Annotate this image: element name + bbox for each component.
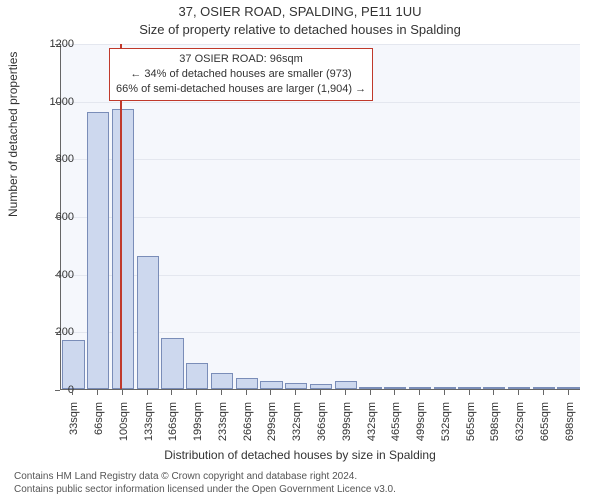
x-tick-mark	[221, 390, 222, 395]
footer-line-2: Contains public sector information licen…	[14, 484, 396, 497]
footer-attribution: Contains HM Land Registry data © Crown c…	[14, 471, 396, 496]
bar	[359, 387, 381, 389]
y-tick-label: 800	[34, 153, 74, 165]
x-tick-mark	[419, 390, 420, 395]
x-tick-label: 399sqm	[341, 402, 353, 450]
x-tick-label: 698sqm	[564, 402, 576, 450]
x-tick-label: 199sqm	[192, 402, 204, 450]
bar	[87, 112, 109, 389]
bar	[285, 383, 307, 389]
x-tick-mark	[370, 390, 371, 395]
bar	[62, 340, 84, 389]
bar	[557, 387, 579, 389]
bar	[236, 378, 258, 389]
page-title-address: 37, OSIER ROAD, SPALDING, PE11 1UU	[0, 4, 600, 19]
x-tick-mark	[97, 390, 98, 395]
page-subtitle: Size of property relative to detached ho…	[0, 22, 600, 37]
x-tick-mark	[270, 390, 271, 395]
x-tick-label: 266sqm	[242, 402, 254, 450]
annotation-line: 66% of semi-detached houses are larger (…	[116, 82, 366, 97]
x-tick-mark	[320, 390, 321, 395]
plot-area: 37 OSIER ROAD: 96sqm← 34% of detached ho…	[60, 44, 580, 390]
x-tick-mark	[568, 390, 569, 395]
x-tick-mark	[345, 390, 346, 395]
y-axis-title: Number of detached properties	[6, 52, 20, 217]
bar	[508, 387, 530, 389]
annotation-line: ← 34% of detached houses are smaller (97…	[116, 67, 366, 82]
x-tick-label: 565sqm	[465, 402, 477, 450]
x-tick-mark	[171, 390, 172, 395]
x-tick-mark	[196, 390, 197, 395]
x-tick-mark	[147, 390, 148, 395]
gridline-h	[61, 217, 580, 218]
bar	[186, 363, 208, 389]
y-tick-mark	[55, 217, 60, 218]
y-tick-label: 1200	[34, 38, 74, 50]
gridline-h	[61, 44, 580, 45]
y-tick-mark	[55, 102, 60, 103]
x-tick-label: 598sqm	[489, 402, 501, 450]
x-tick-label: 299sqm	[266, 402, 278, 450]
footer-line-1: Contains HM Land Registry data © Crown c…	[14, 471, 396, 484]
bar	[434, 387, 456, 389]
x-tick-label: 332sqm	[291, 402, 303, 450]
bar	[458, 387, 480, 389]
x-tick-mark	[543, 390, 544, 395]
x-tick-label: 632sqm	[514, 402, 526, 450]
y-tick-label: 200	[34, 326, 74, 338]
x-tick-mark	[444, 390, 445, 395]
annotation-line: 37 OSIER ROAD: 96sqm	[116, 52, 366, 67]
x-tick-label: 499sqm	[415, 402, 427, 450]
x-tick-label: 432sqm	[366, 402, 378, 450]
x-tick-mark	[469, 390, 470, 395]
x-tick-label: 366sqm	[316, 402, 328, 450]
gridline-h	[61, 159, 580, 160]
x-tick-mark	[518, 390, 519, 395]
bar	[211, 373, 233, 389]
y-tick-label: 600	[34, 211, 74, 223]
x-tick-label: 465sqm	[390, 402, 402, 450]
x-tick-label: 100sqm	[118, 402, 130, 450]
bar	[335, 381, 357, 389]
x-tick-mark	[493, 390, 494, 395]
x-tick-mark	[72, 390, 73, 395]
bar	[260, 381, 282, 389]
x-tick-mark	[246, 390, 247, 395]
x-tick-label: 133sqm	[143, 402, 155, 450]
y-tick-label: 1000	[34, 96, 74, 108]
x-tick-label: 66sqm	[93, 402, 105, 450]
x-tick-label: 33sqm	[68, 402, 80, 450]
bar	[112, 109, 134, 389]
y-tick-mark	[55, 275, 60, 276]
x-tick-label: 233sqm	[217, 402, 229, 450]
x-tick-mark	[122, 390, 123, 395]
gridline-h	[61, 102, 580, 103]
bar	[384, 387, 406, 389]
x-tick-mark	[394, 390, 395, 395]
x-axis-title: Distribution of detached houses by size …	[0, 448, 600, 462]
bar	[409, 387, 431, 389]
y-tick-mark	[55, 332, 60, 333]
y-tick-label: 400	[34, 269, 74, 281]
x-tick-label: 532sqm	[440, 402, 452, 450]
annotation-box: 37 OSIER ROAD: 96sqm← 34% of detached ho…	[109, 48, 373, 101]
x-tick-label: 665sqm	[539, 402, 551, 450]
y-tick-mark	[55, 390, 60, 391]
y-tick-mark	[55, 159, 60, 160]
x-tick-mark	[295, 390, 296, 395]
bar	[310, 384, 332, 389]
bar	[137, 256, 159, 389]
bar	[533, 387, 555, 389]
x-tick-label: 166sqm	[167, 402, 179, 450]
y-tick-mark	[55, 44, 60, 45]
y-tick-label: 0	[34, 384, 74, 396]
bar	[161, 338, 183, 389]
chart-container: 37, OSIER ROAD, SPALDING, PE11 1UU Size …	[0, 0, 600, 500]
bar	[483, 387, 505, 389]
